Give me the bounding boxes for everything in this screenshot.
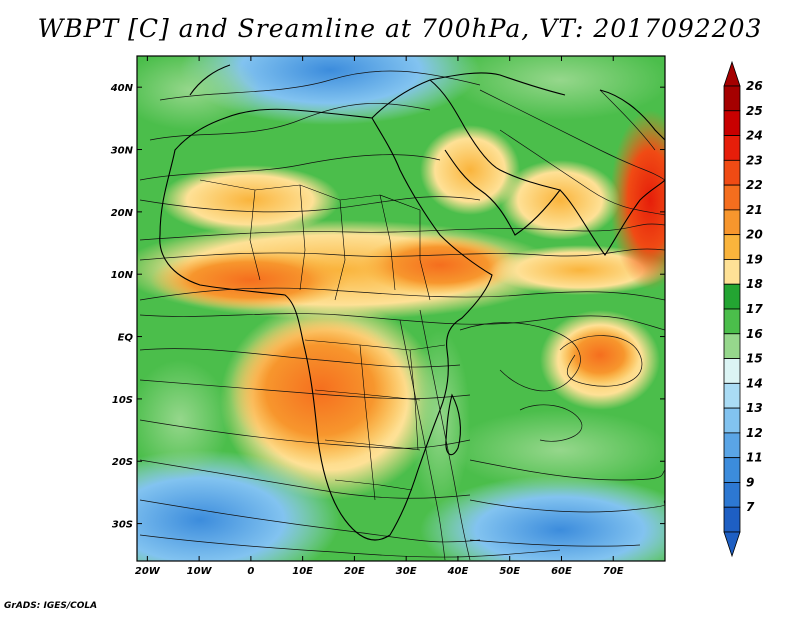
colorbar-swatch [723,85,741,112]
lon-tick-label: 20E [344,566,365,577]
latitude-ticks: 40N 30N 20N 10N EQ 10S 20S 30S [110,83,665,531]
colorbar-label: 16 [746,327,763,341]
colorbar-swatch [723,308,741,335]
colorbar-top-arrow [723,60,741,87]
lat-tick-label: 10N [111,270,134,281]
lon-tick-label: 0 [247,566,254,577]
lat-tick-label: 10S [112,395,133,406]
lon-tick-label: 50E [499,566,520,577]
colorbar-swatch [723,358,741,384]
colorbar-label: 19 [746,252,763,266]
colorbar-label: 23 [746,153,763,167]
colorbar-label: 13 [746,401,763,415]
lon-tick-label: 20W [135,566,161,577]
map-frame [136,55,666,562]
colorbar-label: 11 [746,451,763,465]
colorbar-label: 26 [746,79,763,93]
colorbar-swatch [723,382,741,409]
lon-tick-label: 10E [292,566,313,577]
colorbar-swatch [723,333,741,359]
colorbar-swatch [723,407,741,434]
colorbar-swatch [723,457,741,483]
lat-tick-label: EQ [118,333,134,344]
grads-credit: GrADS: IGES/COLA [4,601,98,611]
lat-tick-label: 40N [110,83,134,94]
wbpt-shading [137,56,665,561]
colorbar-label: 18 [746,277,763,291]
colorbar-swatch [723,159,741,186]
colorbar-label: 25 [746,104,763,118]
lon-tick-label: 70E [603,566,624,577]
colorbar-label: 14 [746,376,763,390]
colorbar-label: 20 [746,228,763,242]
lon-tick-label: 10W [187,566,213,577]
map-title: WBPT [C] and Sreamline at 700hPa, VT: 20… [37,14,763,43]
coastlines [159,64,665,541]
lat-tick-label: 20N [111,208,134,219]
lat-tick-label: 30N [111,146,134,157]
colorbar-bottom-arrow [723,531,741,558]
lon-tick-label: 60E [551,566,572,577]
country-borders [199,179,446,501]
colorbar-swatch [723,184,741,211]
lon-tick-label: 40E [447,566,469,577]
colorbar-label: 7 [746,500,755,514]
colorbar-label: 22 [746,178,763,192]
lat-tick-label: 20S [112,457,133,468]
colorbar-swatch [723,209,741,236]
colorbar-swatch [723,283,741,310]
colorbar-swatch [723,110,741,136]
colorbar: 26 25 24 23 22 21 20 19 18 17 16 15 14 13 12 11 9 7 [723,60,763,558]
colorbar-swatch [723,482,741,508]
colorbar-swatch [723,135,741,161]
colorbar-swatch [723,259,741,285]
lat-tick-label: 30S [112,520,133,531]
colorbar-label: 24 [746,129,763,143]
colorbar-label: 21 [746,203,763,217]
colorbar-label: 17 [746,302,763,316]
longitude-ticks: 20W 10W 0 10E 20E 30E 40E 50E 60E 70E [135,56,624,577]
colorbar-swatch [723,234,741,260]
lon-tick-label: 30E [396,566,417,577]
colorbar-label: 12 [746,426,763,440]
colorbar-swatch [723,506,741,533]
colorbar-swatch [723,432,741,459]
colorbar-label: 9 [746,475,754,489]
colorbar-label: 15 [746,352,763,366]
